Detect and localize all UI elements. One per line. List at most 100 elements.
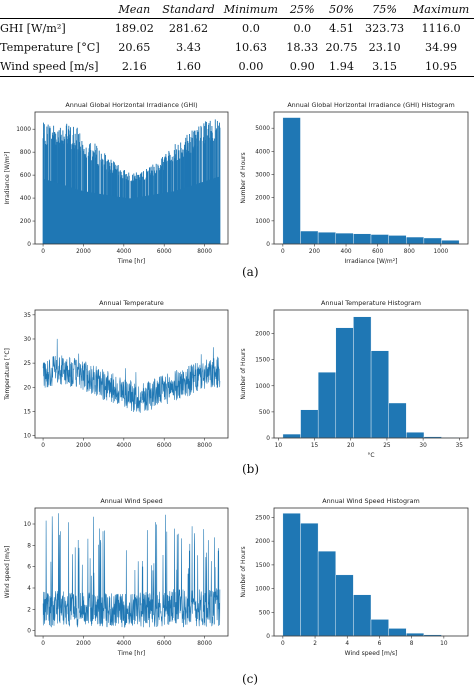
histogram-bar: [388, 235, 407, 245]
y-tick-label: 0: [266, 242, 270, 248]
y-tick-label: 2000: [255, 332, 270, 338]
table-header: Minimum: [223, 2, 279, 16]
table-header: 25%: [289, 2, 315, 16]
figure-caption-c: (c): [242, 672, 259, 686]
chart-title: Annual Temperature: [99, 299, 164, 307]
y-tick-label: 4000: [255, 149, 270, 155]
plot-frame: [34, 309, 229, 439]
table-cell: 10.95: [425, 60, 458, 73]
table-cell: 323.73: [365, 22, 405, 35]
histogram-bar: [406, 632, 425, 637]
table-row: GHI [W/m²] 189.02 281.62 0.0 0.0 4.51 32…: [0, 19, 474, 39]
histogram-bar: [388, 402, 407, 439]
table-cell: 1.94: [329, 60, 354, 73]
y-tick-label: 8: [27, 543, 31, 549]
table-header: 75%: [372, 2, 398, 16]
y-axis-label: Wind speed [m/s]: [4, 546, 11, 599]
row-label: Wind speed [m/s]: [0, 60, 99, 73]
table-cell: 189.02: [114, 22, 154, 35]
x-tick-label: 8: [410, 641, 414, 647]
table-header: Maximum: [412, 2, 470, 16]
histogram-bar: [282, 433, 301, 439]
table-cell: 18.33: [286, 41, 319, 54]
y-tick-label: 1000: [16, 127, 31, 133]
x-tick-label: 6000: [157, 249, 172, 255]
series-line: [42, 338, 221, 413]
ghi-timeseries-chart: Annual Global Horizontal Irradiance (GHI…: [2, 98, 232, 270]
x-tick-label: 0: [281, 249, 285, 255]
y-tick-label: 0: [27, 242, 31, 248]
y-tick-label: 20: [24, 385, 32, 391]
histogram-bar: [317, 550, 336, 637]
table-cell: 0.0: [242, 22, 260, 35]
y-tick-label: 2000: [255, 196, 270, 202]
y-tick-label: 0: [266, 436, 270, 442]
table-cell: 23.10: [368, 41, 401, 54]
histogram-bar: [317, 371, 337, 439]
table-cell: 281.62: [168, 22, 209, 35]
histogram-bar: [353, 594, 372, 637]
x-tick-label: 30: [419, 443, 427, 449]
x-tick-label: 4000: [116, 249, 131, 255]
table-cell: 4.51: [329, 22, 354, 35]
y-tick-label: 2000: [255, 539, 270, 545]
histogram-bar: [370, 619, 389, 637]
series-line: [42, 513, 221, 629]
histogram-bar: [406, 432, 425, 439]
histogram-bar: [300, 230, 319, 245]
figure-caption-b: (b): [242, 462, 260, 476]
y-tick-label: 25: [24, 361, 32, 367]
table-header-row: Mean Standard Minimum 25% 50% 75% Maximu…: [0, 0, 474, 19]
table-cell: 0.90: [289, 60, 315, 73]
x-tick-label: 2000: [76, 249, 91, 255]
histogram-bar: [353, 316, 372, 439]
x-tick-label: 2000: [76, 641, 91, 647]
table-row: Temperature [°C] 20.65 3.43 10.63 18.33 …: [0, 38, 474, 57]
histogram-bar: [335, 232, 354, 245]
histogram-bar: [282, 513, 301, 637]
chart-title: Annual Wind Speed Histogram: [322, 497, 420, 505]
x-axis-label: Irradiance [W/m²]: [344, 258, 397, 265]
histogram-bar: [423, 237, 442, 245]
table-cell: 1.60: [176, 60, 201, 73]
y-tick-label: 15: [24, 409, 32, 415]
x-tick-label: 8000: [197, 641, 212, 647]
y-tick-label: 6: [27, 565, 31, 571]
histogram-bar: [353, 233, 372, 245]
table-row: Wind speed [m/s] 2.16 1.60 0.00 0.90 1.9…: [0, 57, 474, 77]
histogram-bar: [300, 522, 319, 637]
table-cell: 0.0: [293, 22, 312, 35]
y-tick-label: 600: [20, 173, 31, 179]
x-axis-label: Time [hr]: [117, 258, 146, 265]
x-tick-label: 4: [345, 641, 349, 647]
x-tick-label: 2: [313, 641, 317, 647]
x-axis-label: Wind speed [m/s]: [345, 650, 398, 657]
histogram-bar: [282, 117, 301, 245]
table-header: Mean: [118, 2, 151, 16]
y-tick-label: 500: [259, 410, 270, 416]
histogram-bar: [370, 350, 389, 439]
histogram-bar: [335, 327, 354, 439]
x-tick-label: 200: [309, 249, 320, 255]
table-cell: 1116.0: [421, 22, 461, 35]
table-header: [0, 0, 111, 19]
y-tick-label: 1000: [255, 219, 270, 225]
y-axis-label: Number of Hours: [240, 546, 247, 597]
x-axis-label: Time [hr]: [117, 650, 146, 657]
histogram-bar: [317, 231, 336, 245]
row-label: Temperature [°C]: [0, 41, 100, 54]
x-tick-label: 600: [372, 249, 383, 255]
y-tick-label: 10: [24, 522, 32, 528]
x-tick-label: 4000: [116, 443, 131, 449]
y-tick-label: 10: [24, 434, 32, 440]
chart-title: Annual Temperature Histogram: [321, 299, 421, 307]
table-header: Standard: [162, 2, 215, 16]
y-axis-label: Irradiance [W/m²]: [4, 151, 11, 204]
row-label: GHI [W/m²]: [0, 22, 66, 35]
x-tick-label: 15: [311, 443, 319, 449]
table-cell: 3.43: [176, 41, 201, 54]
histogram-bar: [370, 234, 389, 245]
x-tick-label: 400: [341, 249, 352, 255]
y-tick-label: 35: [24, 313, 32, 319]
plot-frame: [34, 111, 229, 245]
